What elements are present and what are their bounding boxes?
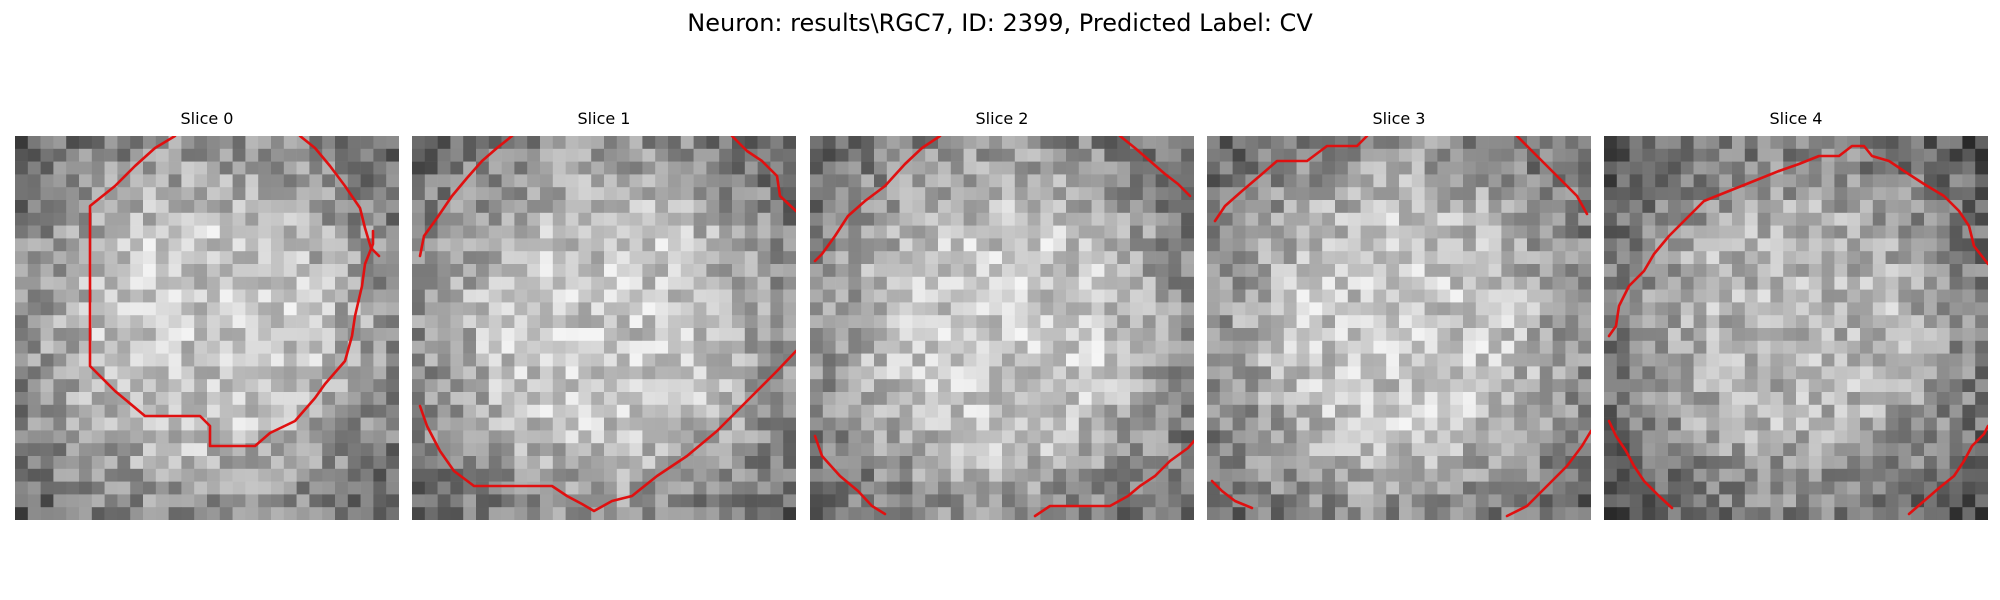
contour-line [1607, 169, 1781, 338]
contour-line [730, 136, 796, 213]
contour-line [1907, 424, 1988, 516]
contour-line [813, 434, 887, 516]
grayscale-pixels [412, 136, 796, 520]
grayscale-pixels [1207, 136, 1591, 520]
contour-line [1210, 479, 1254, 510]
slice-title: Slice 0 [180, 109, 234, 128]
slice-image [412, 136, 796, 520]
slice-title: Slice 1 [577, 109, 631, 128]
contour-line [1213, 136, 1369, 223]
slice-panel-0: Slice 0 [15, 108, 399, 520]
contour-line [298, 136, 381, 258]
slice-panel-3: Slice 3 [1207, 108, 1591, 520]
contour-line [1033, 439, 1194, 518]
contour-line [1505, 429, 1591, 518]
contour-line [418, 136, 514, 258]
slice-panel-4: Slice 4 [1604, 108, 1988, 520]
contour-line [418, 349, 796, 513]
contour-line [1118, 136, 1192, 198]
grayscale-pixels [810, 136, 1194, 520]
contour-line [1607, 419, 1674, 510]
grayscale-pixels [15, 136, 399, 520]
slice-title: Slice 4 [1769, 109, 1823, 128]
contour-line [88, 136, 375, 448]
slice-image [810, 136, 1194, 520]
contour-line [813, 136, 942, 263]
contour-line [1777, 144, 1988, 266]
slice-image [1604, 136, 1988, 520]
slice-image [15, 136, 399, 520]
slice-panel-2: Slice 2 [810, 108, 1194, 520]
slice-title: Slice 2 [975, 109, 1029, 128]
grayscale-pixels [1604, 136, 1988, 520]
slice-panel-1: Slice 1 [412, 108, 796, 520]
slice-title: Slice 3 [1372, 109, 1426, 128]
figure-title: Neuron: results\RGC7, ID: 2399, Predicte… [687, 9, 1313, 37]
slice-image [1207, 136, 1591, 520]
contour-line [1515, 136, 1589, 216]
